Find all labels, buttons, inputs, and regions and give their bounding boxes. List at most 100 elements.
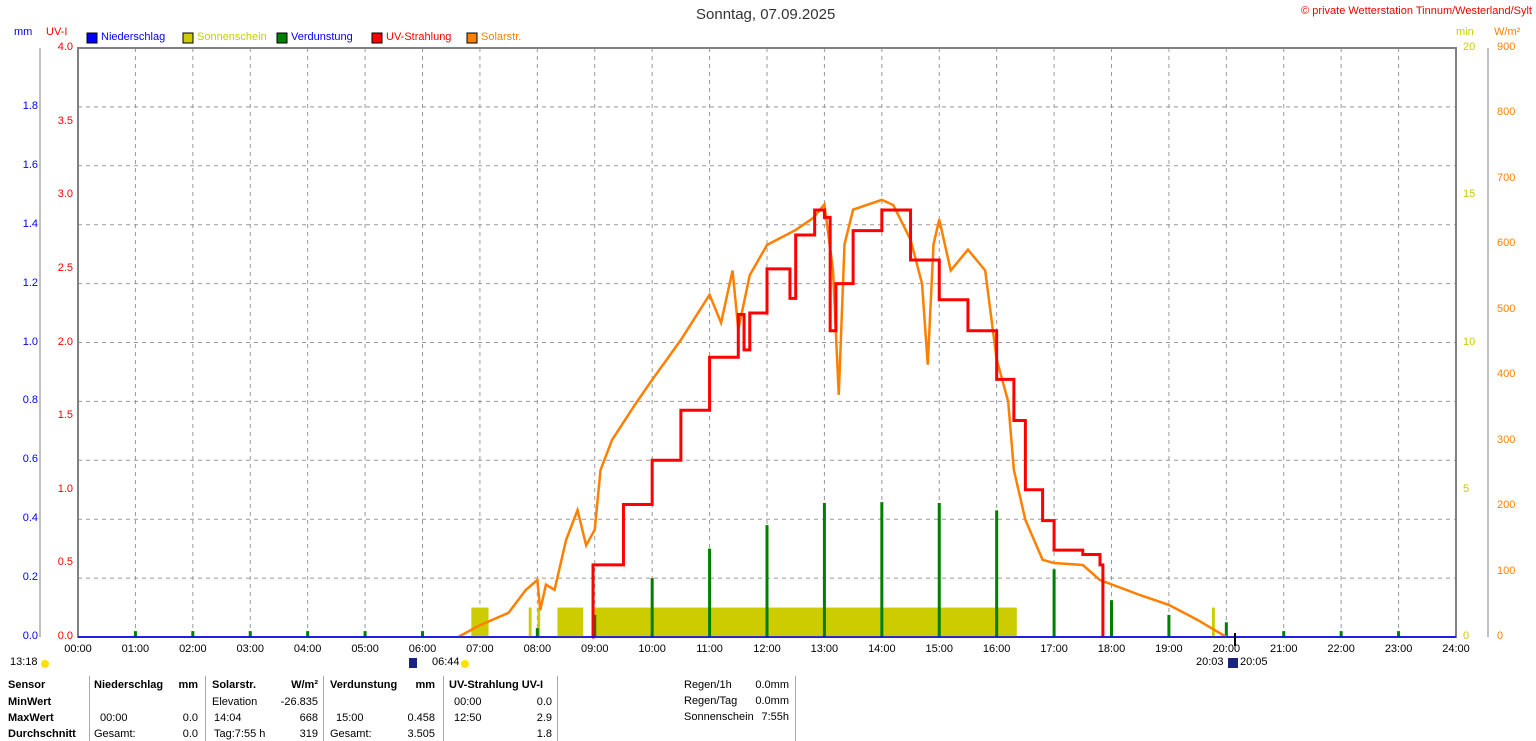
table-header: mm [415, 679, 435, 691]
x-tick-label: 16:00 [982, 643, 1011, 655]
chart-title: Sonntag, 07.09.2025 [696, 6, 836, 23]
sunshine-bar [471, 607, 489, 637]
min-tick-label: 0 [1463, 630, 1470, 642]
mm-tick-label: 0.8 [22, 394, 38, 407]
table-cell: Gesamt: [94, 728, 136, 740]
legend-swatch-sunshine [182, 32, 194, 44]
x-tick-label: 13:00 [810, 643, 839, 655]
wm2-tick-label: 200 [1497, 499, 1516, 512]
x-tick-label: 15:00 [925, 643, 954, 655]
legend-swatch-rain [86, 32, 98, 44]
x-tick-label: 06:00 [408, 643, 437, 655]
sunshine-bar [1211, 607, 1215, 637]
evaporation-bar [593, 614, 597, 637]
uv-tick-label: 3.0 [57, 188, 73, 201]
table-separator [323, 676, 324, 741]
evaporation-bar [1167, 614, 1171, 637]
x-tick-label: 12:00 [753, 643, 781, 655]
table-cell: 3.505 [407, 728, 435, 740]
summary-value: 7:55h [761, 711, 789, 723]
mm-tick-label: 0.2 [22, 571, 38, 584]
wm2-tick-label: 500 [1497, 302, 1516, 315]
uv-tick-label: 2.5 [57, 261, 73, 274]
table-cell: 0.0 [536, 696, 552, 708]
legend-label-sunshine: Sonnenschein [197, 31, 267, 43]
mm-tick-label: 0.6 [22, 453, 38, 466]
table-cell: 0.0 [182, 712, 198, 724]
legend-label-rain: Niederschlag [101, 31, 166, 43]
x-tick-label: 24:00 [1442, 643, 1470, 655]
evaporation-bar [1339, 631, 1343, 637]
sunshine-bar [528, 607, 532, 637]
table-cell: 0.0 [182, 728, 198, 740]
x-tick-label: 01:00 [121, 643, 150, 655]
wm2-tick-label: 0 [1497, 630, 1504, 642]
table-separator [205, 676, 206, 741]
table-cell: 12:50 [454, 712, 482, 724]
x-tick-label: 22:00 [1327, 643, 1355, 655]
table-cell: 668 [299, 712, 318, 724]
legend-swatch-solar [466, 32, 478, 44]
uv-axis-title: UV-I [46, 26, 68, 38]
table-header: UV-Strahlung UV-I [449, 679, 544, 691]
table-header: Solarstr. [212, 679, 257, 691]
legend-swatch-uv [371, 32, 383, 44]
table-cell: 0.458 [407, 712, 435, 724]
sunset-time-2: 20:05 [1240, 656, 1268, 668]
table-header: Niederschlag [94, 679, 164, 691]
uv-line [591, 208, 1105, 639]
evaporation-bar [708, 548, 712, 637]
sunset-time: 20:03 [1196, 656, 1224, 668]
evaporation-bar [191, 631, 195, 637]
mm-tick-label: 1.6 [22, 158, 38, 171]
table-cell: 00:00 [100, 712, 128, 724]
sunrise-sun-icon [461, 660, 469, 668]
table-cell: Tag:7:55 h [214, 728, 266, 740]
wm2-tick-label: 900 [1497, 41, 1516, 53]
x-tick-label: 21:00 [1269, 643, 1298, 655]
uv-tick-label: 0.5 [57, 556, 73, 569]
wm2-tick-label: 600 [1497, 237, 1516, 250]
evaporation-bar [880, 502, 884, 637]
evaporation-bar [1282, 631, 1286, 637]
uv-tick-label: 0.0 [57, 630, 73, 642]
summary-label: Regen/1h [684, 679, 732, 691]
x-tick-label: 20:00 [1212, 643, 1241, 655]
min-axis-title: min [1456, 26, 1474, 38]
table-cell: 00:00 [454, 696, 482, 708]
table-cell: Durchschnitt [8, 728, 76, 740]
uv-tick-label: 3.5 [57, 114, 73, 127]
sunshine-bar [557, 607, 584, 637]
mm-tick-label: 1.4 [22, 217, 38, 230]
evaporation-bar [421, 631, 424, 637]
table-cell: MaxWert [8, 712, 54, 724]
summary-label: Sonnenschein [684, 711, 754, 723]
table-cell: 14:04 [214, 712, 242, 724]
table-cell: 15:00 [336, 712, 364, 724]
current-time: 13:18 [10, 656, 38, 668]
evaporation-bar [650, 578, 654, 637]
summary-value: 0.0mm [755, 679, 789, 691]
table-cell: 2.9 [536, 712, 552, 724]
mm-axis-title: mm [14, 26, 33, 38]
table-separator [89, 676, 90, 741]
table-separator [795, 676, 796, 741]
uv-tick-label: 1.0 [57, 482, 73, 495]
mm-tick-label: 0.0 [22, 630, 38, 642]
legend-swatch-evaporation [276, 32, 288, 44]
table-header: mm [178, 679, 198, 691]
stats-table: Sensor Niederschlag mm Solarstr. W/m² Verduns… [0, 676, 800, 741]
evaporation-bar [248, 631, 252, 637]
wm2-tick-label: 100 [1497, 564, 1516, 577]
copyright: © private Wetterstation Tinnum/Westerlan… [1301, 5, 1532, 17]
evaporation-bar [995, 510, 999, 637]
sunshine-bar [591, 607, 1017, 637]
table-cell: 1.8 [536, 728, 552, 740]
evaporation-bar [133, 631, 137, 637]
sun-icon [41, 660, 49, 668]
summary-value: 0.0mm [755, 695, 789, 707]
wm2-axis-title: W/m² [1494, 26, 1521, 38]
evaporation-bar [765, 525, 769, 637]
legend-label-solar: Solarstr. [481, 31, 522, 43]
evaporation-bar [1110, 600, 1113, 637]
